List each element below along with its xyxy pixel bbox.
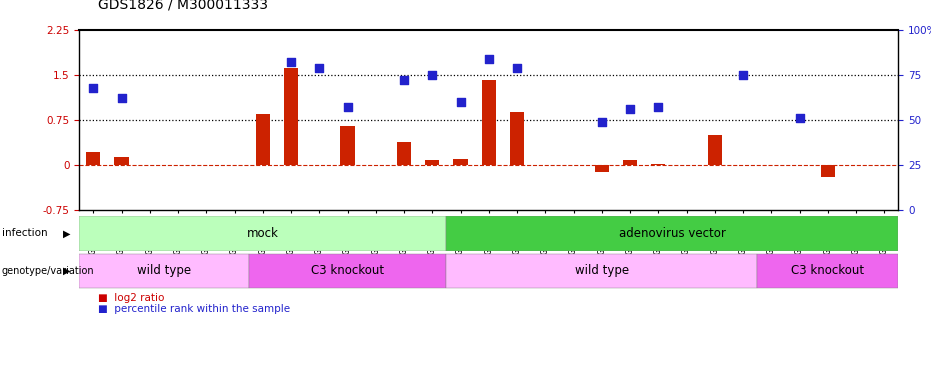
Point [651,104,666,110]
Bar [708,135,722,165]
Bar [446,216,898,250]
Text: wild type: wild type [137,264,191,278]
Point [594,119,609,125]
Point [115,95,129,101]
Bar [453,159,467,165]
Bar [341,126,355,165]
Bar [510,112,524,165]
Bar [79,254,249,288]
Point [284,59,299,65]
Bar [481,80,496,165]
Bar [757,254,898,288]
Bar [79,216,446,250]
Point [86,85,101,91]
Bar [425,160,439,165]
Bar [446,254,757,288]
Bar [651,164,666,165]
Point [735,72,750,78]
Bar [249,254,446,288]
Text: ■  log2 ratio: ■ log2 ratio [98,293,164,303]
Point [453,99,468,105]
Text: ▶: ▶ [63,266,71,276]
Bar [256,114,270,165]
Text: ■  percentile rank within the sample: ■ percentile rank within the sample [98,304,290,314]
Point [792,115,807,121]
Text: adenovirus vector: adenovirus vector [619,227,726,240]
Point [481,56,496,62]
Bar [115,157,128,165]
Bar [821,165,835,177]
Point [397,77,412,83]
Point [340,104,355,110]
Text: ▶: ▶ [63,228,71,238]
Bar [397,142,412,165]
Point [623,106,638,112]
Bar [284,68,298,165]
Text: wild type: wild type [574,264,628,278]
Bar [595,165,609,172]
Text: C3 knockout: C3 knockout [791,264,864,278]
Text: C3 knockout: C3 knockout [311,264,385,278]
Point [425,72,439,78]
Bar [623,160,637,165]
Text: mock: mock [247,227,278,240]
Text: GDS1826 / M300011333: GDS1826 / M300011333 [98,0,268,11]
Point [509,65,524,71]
Text: genotype/variation: genotype/variation [2,266,94,276]
Point [312,65,327,71]
Bar [87,152,101,165]
Text: infection: infection [2,228,47,238]
